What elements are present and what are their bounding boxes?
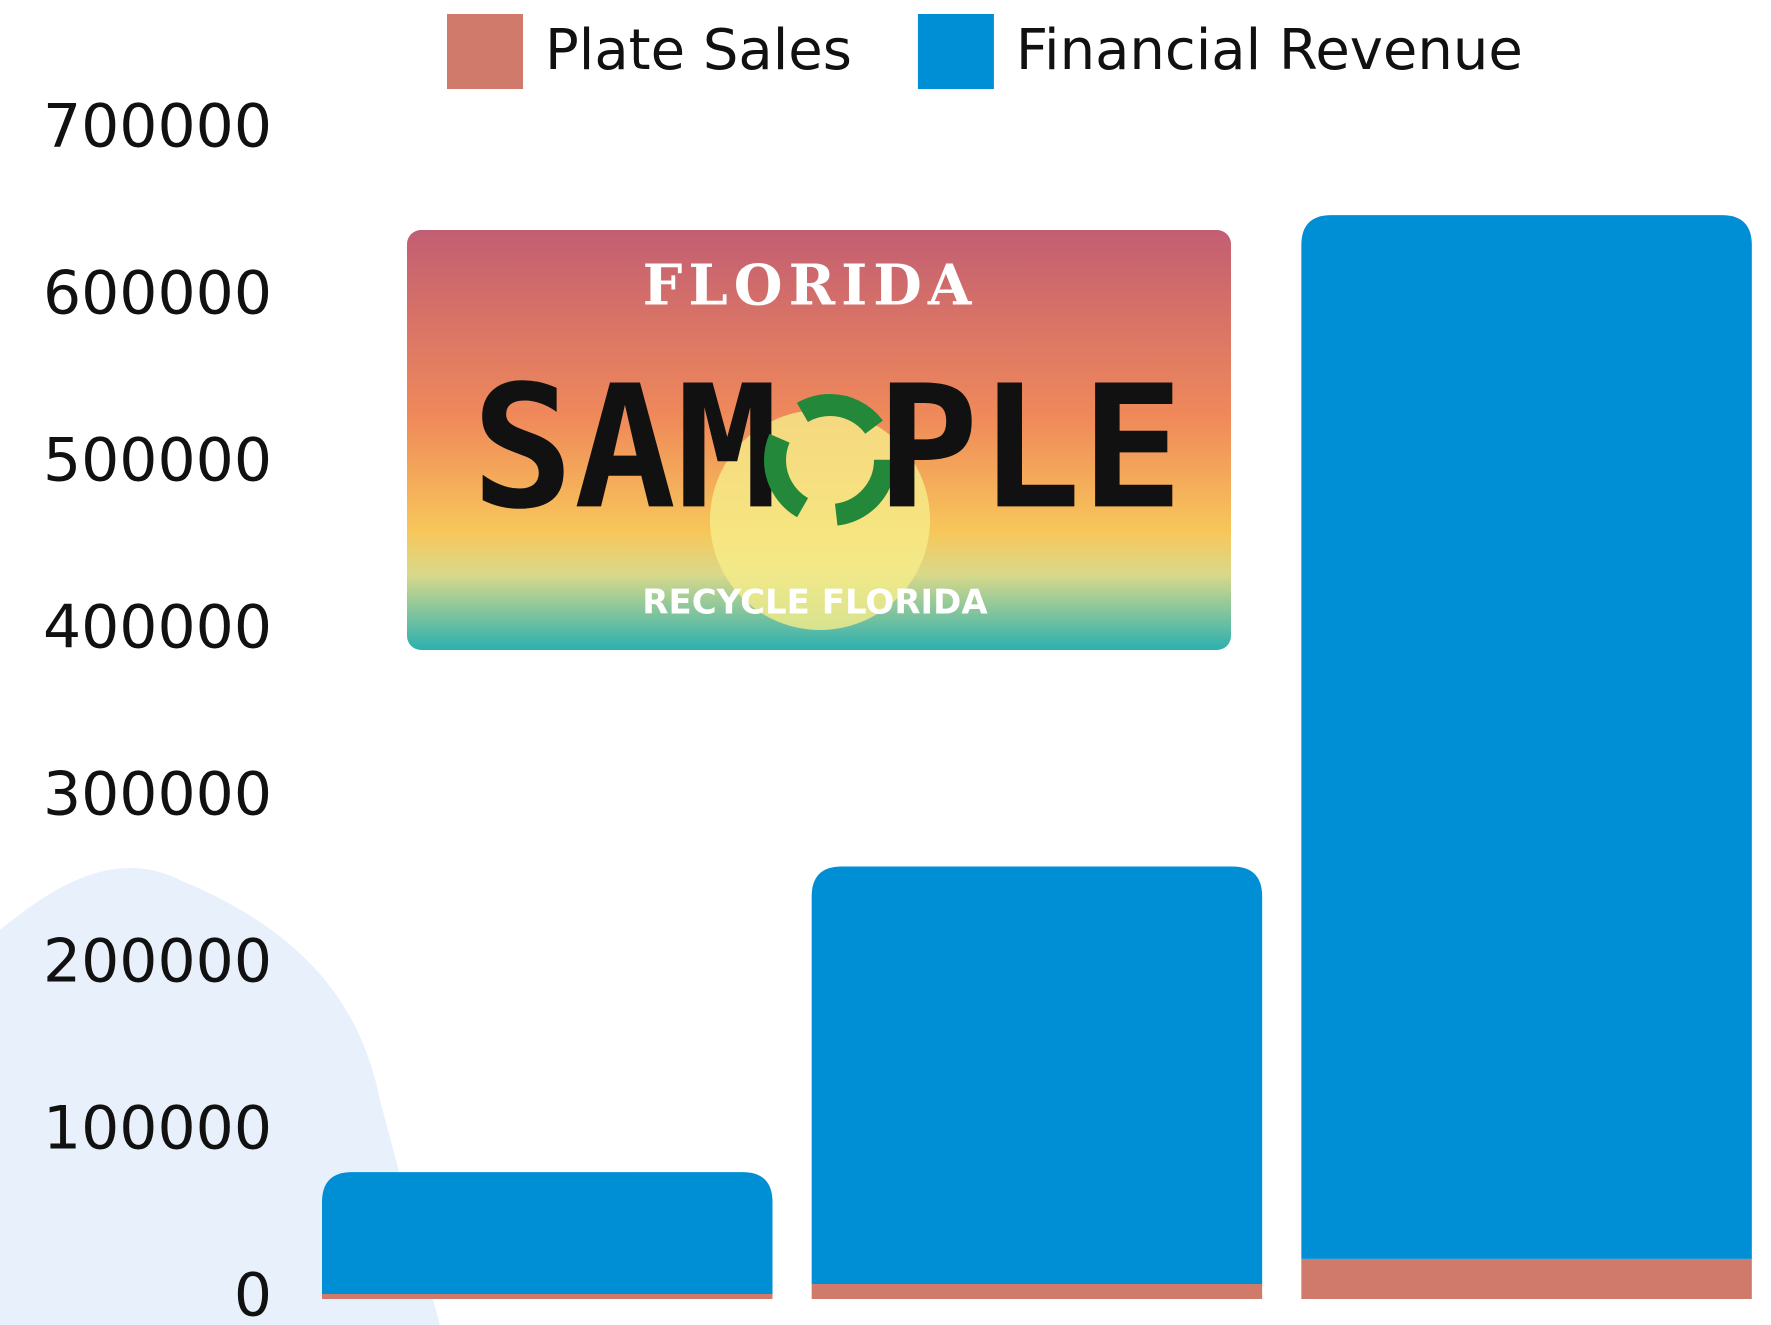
plate-text-left: SAM (471, 349, 778, 547)
y-tick-label: 200000 (43, 927, 272, 997)
bar-segment (812, 1284, 1262, 1299)
legend-swatch (918, 14, 994, 89)
y-tick-label: 600000 (43, 259, 272, 329)
chart: FLORIDA SAM PLE RECYCLE FLORIDA 0 100000 2… (0, 0, 1771, 1325)
legend-swatch (447, 14, 523, 89)
legend-label: Financial Revenue (1016, 18, 1523, 83)
y-tick-label: 400000 (43, 593, 272, 663)
y-tick-label: 700000 (43, 92, 272, 162)
bar-segment (1301, 215, 1751, 1259)
bar-segment (322, 1172, 772, 1294)
license-plate: FLORIDA SAM PLE RECYCLE FLORIDA (407, 230, 1231, 650)
plate-caption: RECYCLE FLORIDA (642, 583, 988, 623)
y-tick-label: 100000 (43, 1094, 272, 1164)
plate-text-right: PLE (876, 349, 1183, 547)
bar-segment (322, 1294, 772, 1299)
plate-state: FLORIDA (643, 253, 978, 319)
bar-segment (1301, 1259, 1751, 1299)
y-tick-label: 500000 (43, 426, 272, 496)
y-tick-label: 0 (234, 1261, 272, 1325)
y-tick-label: 300000 (43, 760, 272, 830)
bar-segment (812, 866, 1262, 1284)
legend-label: Plate Sales (545, 18, 852, 83)
